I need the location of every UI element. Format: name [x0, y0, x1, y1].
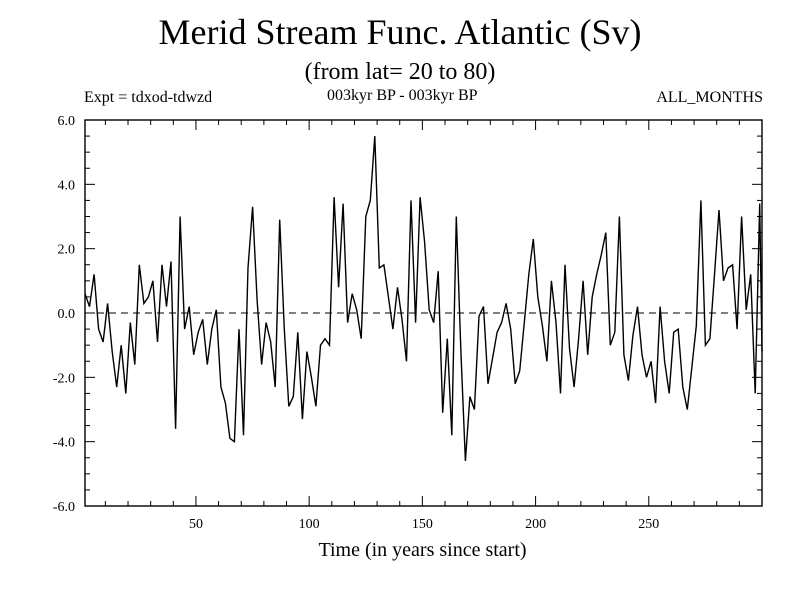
- chart-subtitle: (from lat= 20 to 80): [304, 59, 496, 85]
- x-tick-label: 250: [638, 517, 659, 532]
- y-tick-label: -6.0: [53, 500, 75, 515]
- series-line: [84, 136, 763, 462]
- ticks-layer: [85, 120, 762, 506]
- chart-title: Merid Stream Func. Atlantic (Sv): [158, 12, 642, 52]
- y-tick-label: -4.0: [53, 436, 75, 451]
- tick-labels-layer: 50 100 150 200 250 -6.0 -4.0 -2.0 0.0 2.0 4.0 6.0: [53, 114, 659, 532]
- y-tick-label: 0.0: [58, 307, 76, 322]
- experiment-label: Expt = tdxod-tdwzd: [84, 89, 213, 106]
- x-tick-label: 50: [189, 517, 203, 532]
- period-label: 003kyr BP - 003kyr BP: [327, 87, 478, 104]
- x-axis-label: Time (in years since start): [318, 539, 527, 561]
- y-tick-label: -2.0: [53, 371, 75, 386]
- y-tick-label: 6.0: [58, 114, 76, 129]
- x-tick-label: 100: [299, 517, 320, 532]
- plot-frame: [84, 119, 763, 507]
- x-tick-label: 150: [412, 517, 433, 532]
- y-tick-label: 2.0: [58, 243, 76, 258]
- x-tick-label: 200: [525, 517, 546, 532]
- months-label: ALL_MONTHS: [656, 89, 763, 106]
- y-tick-label: 4.0: [58, 178, 76, 193]
